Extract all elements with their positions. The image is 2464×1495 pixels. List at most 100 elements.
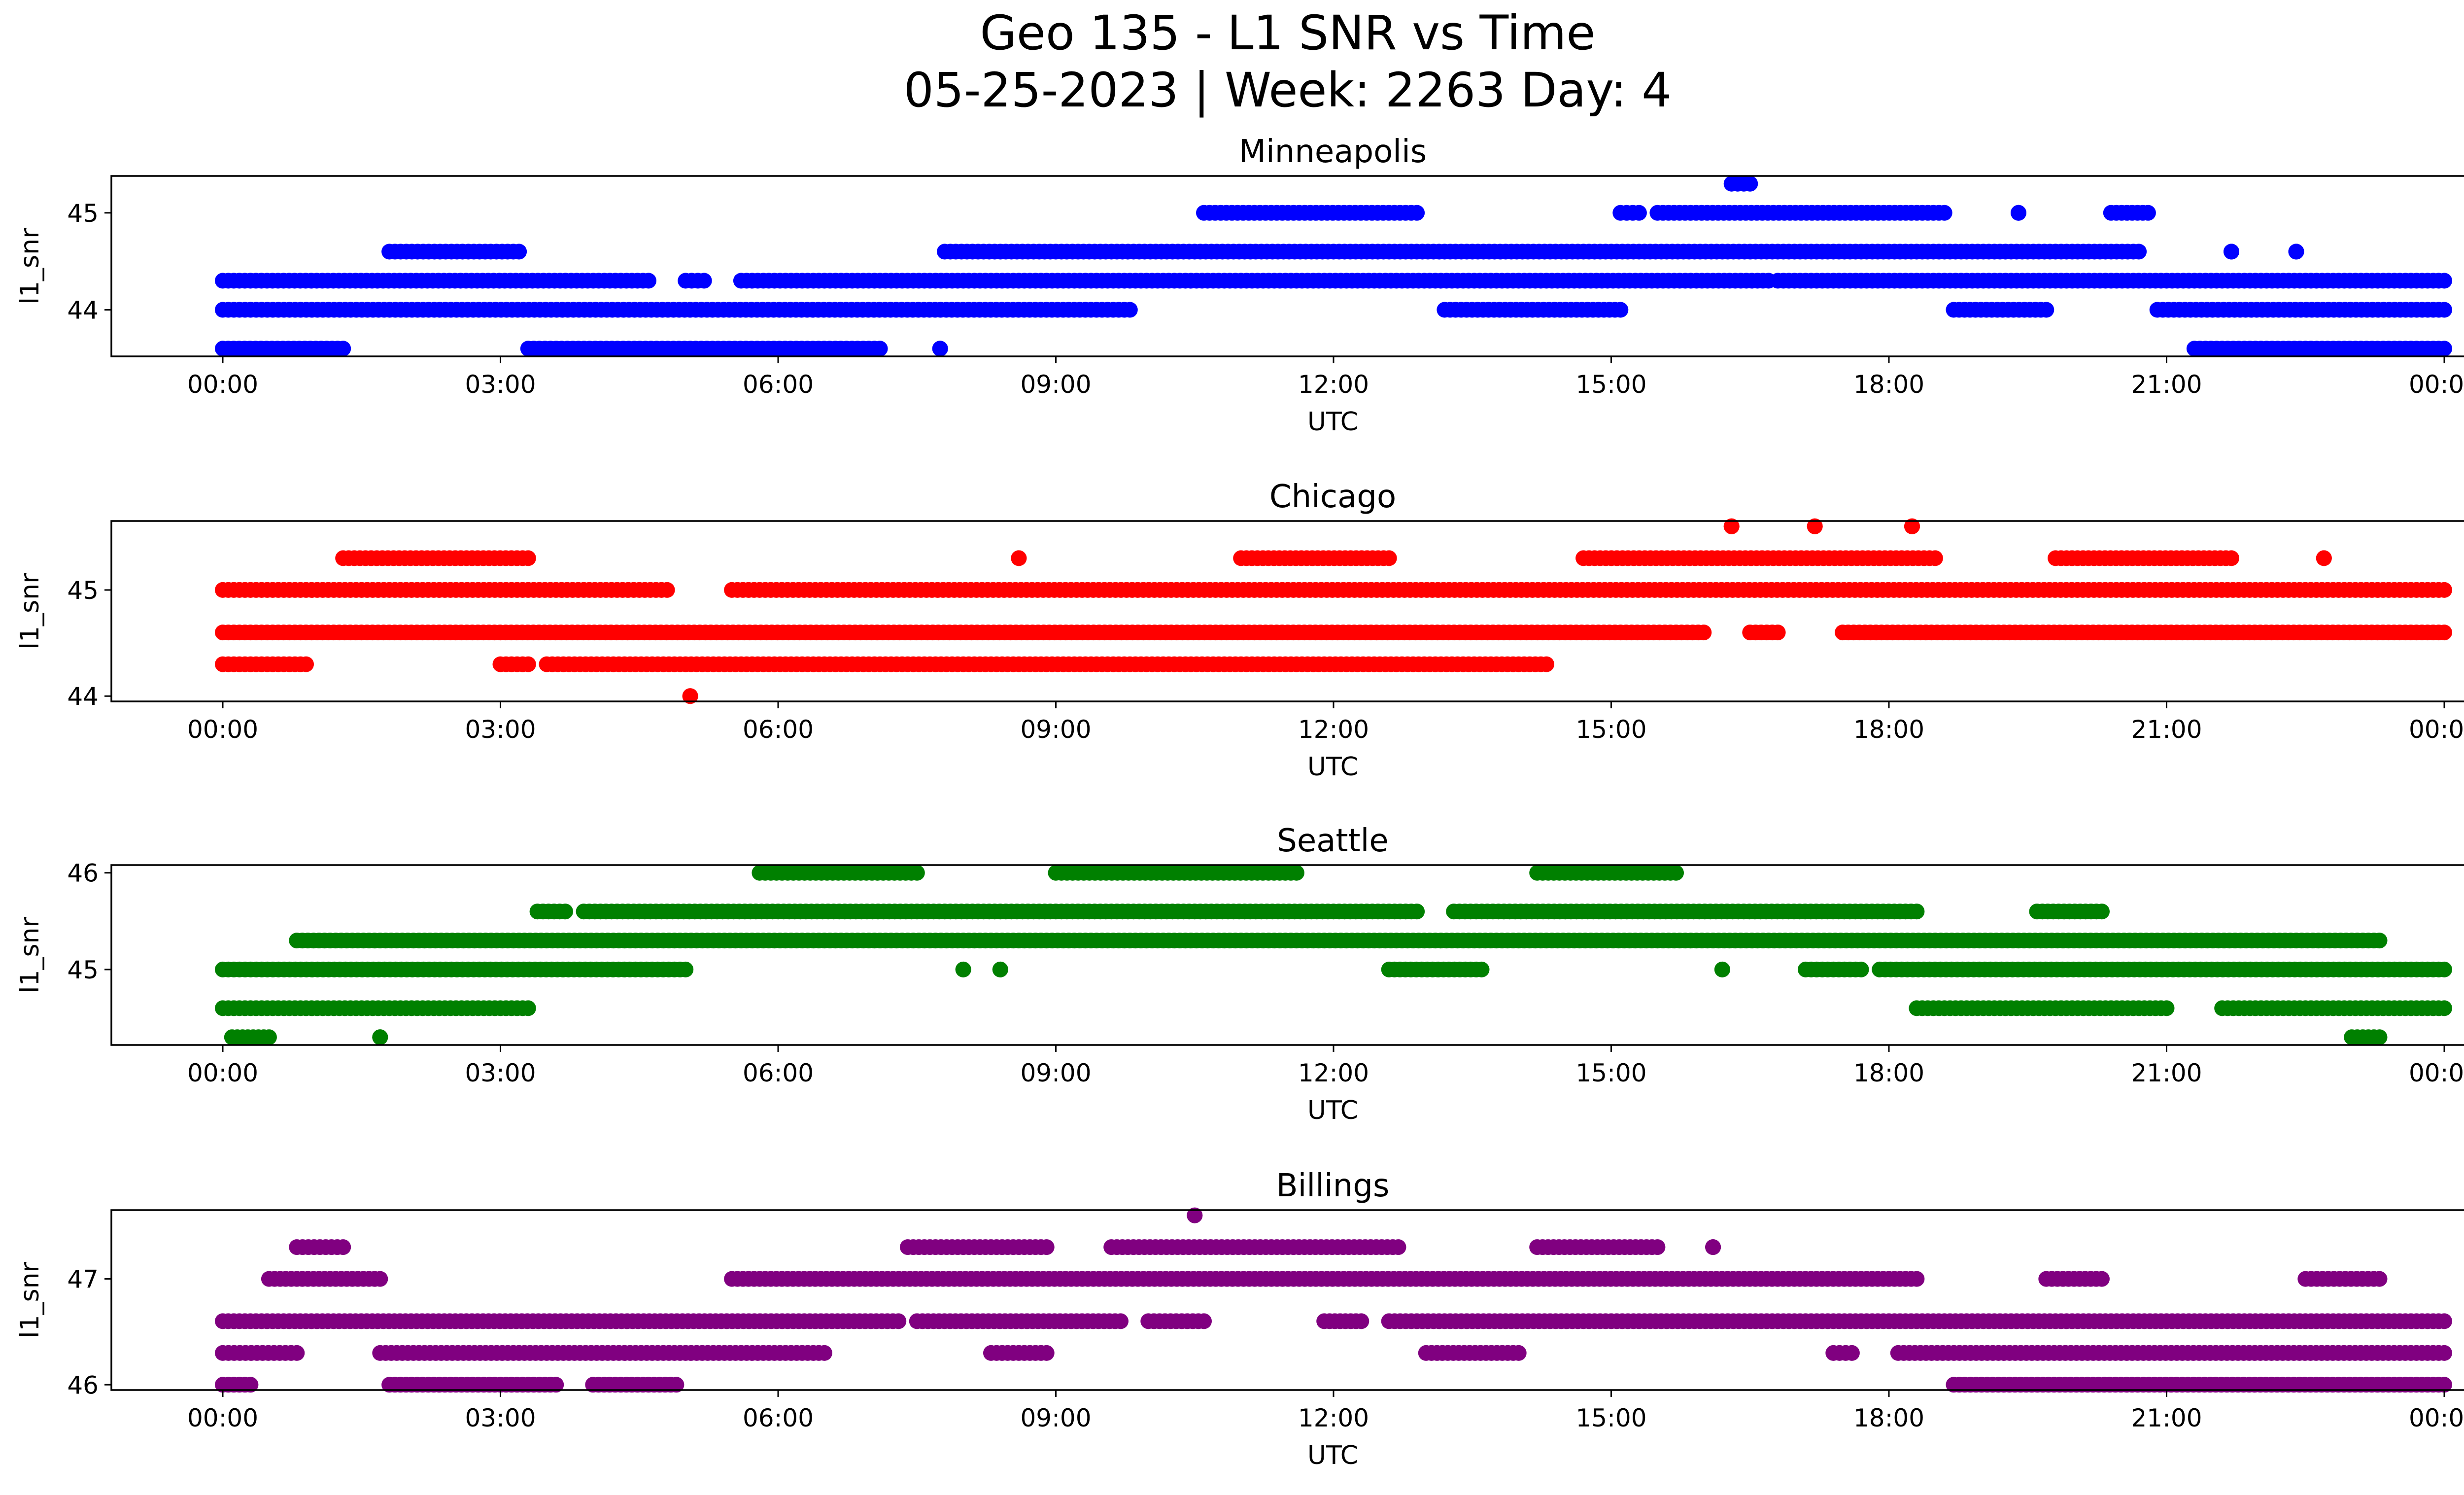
data-point: [1038, 1239, 1055, 1255]
x-axis-label: UTC: [1307, 1441, 1358, 1470]
series-level-44-6: [215, 625, 2452, 641]
figure-title-line1: Geo 135 - L1 SNR vs Time: [980, 5, 1596, 61]
y-axis-label: l1_snr: [15, 573, 45, 650]
x-tick-label: 15:00: [1575, 370, 1646, 399]
x-tick-label: 18:00: [1853, 1404, 1924, 1432]
x-tick-label: 03:00: [465, 1404, 536, 1432]
x-tick-label: 09:00: [1020, 1059, 1091, 1087]
data-point: [1011, 550, 1027, 566]
x-axis-label: UTC: [1307, 1096, 1358, 1125]
data-point: [1381, 550, 1397, 566]
data-point: [1196, 1313, 1212, 1329]
axes-frame: [110, 520, 2464, 702]
x-tick-label: 00:00: [187, 715, 258, 744]
x-tick-label: 09:00: [1020, 1404, 1091, 1432]
x-tick-label: 15:00: [1575, 1404, 1646, 1432]
x-tick-label: 03:00: [465, 715, 536, 744]
data-point: [2436, 273, 2452, 289]
x-tick-label: 00:00: [2409, 715, 2464, 744]
data-point: [1612, 302, 1629, 318]
data-point: [1113, 1313, 1129, 1329]
x-tick-label: 12:00: [1298, 1059, 1369, 1087]
data-point: [932, 341, 948, 357]
series-level-46: [215, 1377, 2452, 1393]
y-axis-label: l1_snr: [15, 916, 45, 993]
data-point: [1631, 205, 1647, 221]
scatter-points: [215, 175, 2452, 357]
data-point: [696, 273, 712, 289]
x-tick-label: 03:00: [465, 1059, 536, 1087]
figure-title-line2: 05-25-2023 | Week: 2263 Day: 4: [904, 63, 1672, 118]
data-point: [372, 1271, 388, 1287]
x-tick-label: 06:00: [743, 715, 814, 744]
data-point: [2140, 205, 2156, 221]
data-point: [890, 1313, 907, 1329]
data-point: [2094, 1271, 2110, 1287]
series-level-45: [1196, 205, 2156, 221]
series-level-43-6: [215, 341, 2452, 357]
data-point: [2371, 1271, 2388, 1287]
subplot-title: Billings: [1276, 1168, 1390, 1204]
data-point: [2436, 1377, 2452, 1393]
series-level-44: [215, 302, 2452, 318]
data-point: [1288, 865, 1304, 881]
data-point: [1696, 625, 1712, 641]
series-level-47-6: [1187, 1207, 1203, 1223]
x-tick-label: 15:00: [1575, 1059, 1646, 1087]
data-point: [1844, 1345, 1860, 1361]
data-point: [2436, 582, 2452, 598]
x-tick-label: 00:00: [2409, 370, 2464, 399]
x-tick-label: 00:00: [2409, 1059, 2464, 1087]
x-tick-label: 06:00: [743, 1404, 814, 1432]
series-level-44-3: [215, 656, 1554, 672]
y-tick-label: 46: [67, 859, 99, 888]
data-point: [261, 1029, 277, 1045]
x-tick-label: 21:00: [2131, 370, 2202, 399]
data-point: [1904, 518, 1920, 534]
subplot-title: Chicago: [1269, 479, 1396, 515]
data-point: [511, 243, 527, 260]
data-point: [2371, 1029, 2388, 1045]
x-tick-label: 00:00: [2409, 1404, 2464, 1432]
data-point: [816, 1345, 832, 1361]
scatter-points: [215, 865, 2452, 1045]
data-point: [1807, 518, 1823, 534]
x-tick-label: 00:00: [187, 1404, 258, 1432]
series-level-45-6: [529, 904, 2110, 920]
y-tick-label: 46: [67, 1371, 99, 1399]
data-point: [335, 1239, 351, 1255]
data-point: [2094, 904, 2110, 920]
y-axis-label: l1_snr: [15, 228, 45, 305]
data-point: [2224, 550, 2239, 566]
data-point: [1853, 961, 1869, 977]
series-level-45-3: [1723, 175, 1758, 192]
data-point: [2288, 243, 2304, 260]
data-point: [1723, 518, 1740, 534]
y-tick-label: 45: [67, 576, 99, 605]
data-point: [2436, 1000, 2452, 1016]
data-point: [1770, 625, 1786, 641]
series-level-45-3: [289, 933, 2388, 949]
data-point: [289, 1345, 305, 1361]
data-point: [335, 341, 351, 357]
data-point: [1668, 865, 1684, 881]
x-tick-label: 12:00: [1298, 370, 1369, 399]
data-point: [1539, 656, 1554, 672]
data-point: [1409, 205, 1425, 221]
series-level-44: [682, 688, 698, 704]
data-point: [520, 656, 536, 672]
x-tick-label: 03:00: [465, 370, 536, 399]
data-point: [2436, 625, 2452, 641]
data-point: [298, 656, 314, 672]
data-point: [1353, 1313, 1369, 1329]
data-point: [678, 961, 694, 977]
x-axis-label: UTC: [1307, 752, 1358, 782]
x-tick-label: 00:00: [187, 1059, 258, 1087]
series-level-44-6: [215, 1000, 2452, 1016]
data-point: [992, 961, 1008, 977]
data-point: [1038, 1345, 1055, 1361]
